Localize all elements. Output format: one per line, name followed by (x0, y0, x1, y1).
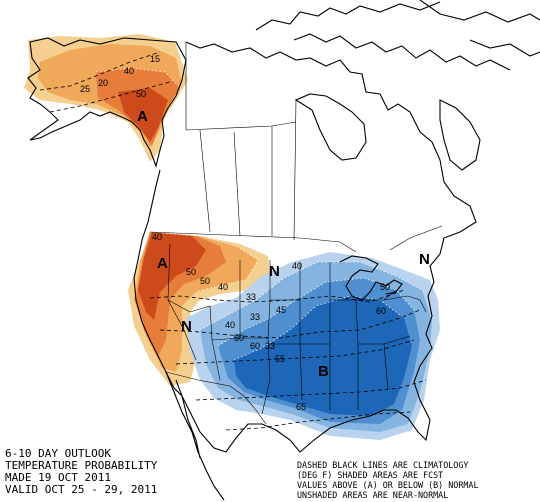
prob-label: 40 (225, 320, 235, 330)
mexico-coastline (165, 371, 225, 501)
climatology-line (149, 289, 405, 303)
prob-label: 33 (246, 292, 256, 302)
central-normal-label: N (269, 263, 280, 280)
legend-line-1: DASHED BLACK LINES ARE CLIMATOLOGY (297, 460, 468, 470)
prob-label: 50 (136, 89, 146, 99)
legend-line-2: (DEG F) SHADED AREAS ARE FCST (297, 470, 443, 480)
title-line-3: MADE 19 OCT 2011 (5, 471, 111, 484)
west-above-normal-area (128, 232, 270, 386)
prob-label: 60 (376, 306, 386, 316)
greenland-coastline (419, 0, 540, 57)
alaska-above-normal-area (24, 34, 188, 162)
contour-line (217, 277, 415, 347)
prob-label: 40 (292, 261, 302, 271)
clim-label: 20 (98, 78, 108, 88)
prob-label: 50 (200, 276, 210, 286)
east-below-60-shade (234, 296, 412, 416)
prob-label: 40 (218, 282, 228, 292)
north-america-coastline (133, 41, 477, 453)
climatology-line (39, 51, 161, 91)
prob-label: 50 (186, 267, 196, 277)
west-above-label: A (157, 255, 168, 272)
west-normal-label: N (181, 318, 192, 335)
climatology-line (175, 339, 415, 365)
clim-label: 45 (276, 305, 286, 315)
title-line-2: TEMPERATURE PROBABILITY (5, 459, 158, 472)
clim-label: 55 (275, 354, 285, 364)
hudson-bay-coastline (294, 93, 367, 161)
category-labels: A A N N N B (137, 108, 430, 380)
contour-line (95, 67, 181, 89)
prob-label: 50 (234, 333, 244, 343)
climatology-value-labels: 15 25 20 45 55 65 (80, 54, 306, 412)
prob-label: 50 (380, 282, 390, 292)
probability-value-labels: 40 50 40 50 50 40 33 33 40 50 60 33 40 5… (124, 66, 390, 351)
east-below-label: B (318, 363, 329, 380)
alaska-above-label: A (137, 108, 148, 125)
us-state-borders (167, 243, 427, 415)
prob-label: 40 (152, 232, 162, 242)
title-line-4: VALID OCT 25 - 29, 2011 (5, 483, 157, 496)
clim-label: 65 (296, 402, 306, 412)
political-borders (149, 42, 443, 425)
title-line-1: 6-10 DAY OUTLOOK (5, 447, 111, 460)
prob-label: 60 (250, 341, 260, 351)
prob-label: 33 (250, 312, 260, 322)
clim-label: 25 (80, 84, 90, 94)
legend-line-3: VALUES ABOVE (A) OR BELOW (B) NORMAL (297, 480, 479, 490)
prob-label: 40 (124, 66, 134, 76)
clim-label: 15 (150, 54, 160, 64)
west-above-60-shade (138, 232, 206, 320)
climatology-line (159, 309, 421, 339)
climatology-line (195, 379, 427, 401)
alaska-above-60-shade (118, 88, 168, 142)
legend-block: DASHED BLACK LINES ARE CLIMATOLOGY (DEG … (297, 460, 479, 500)
climatology-lines (39, 51, 427, 431)
us-mexico-border (165, 371, 267, 425)
legend-line-4: UNSHADED AREAS ARE NEAR-NORMAL (297, 490, 448, 500)
arctic-islands-coastline (255, 1, 511, 171)
great-lakes-coastline (339, 255, 403, 301)
climatology-line (225, 411, 411, 431)
alaska-coastline (27, 37, 187, 168)
title-block: 6-10 DAY OUTLOOK TEMPERATURE PROBABILITY… (5, 447, 158, 496)
us-canada-border (149, 225, 443, 253)
northeast-normal-label: N (419, 251, 430, 268)
coastlines (27, 0, 540, 501)
canadian-province-borders (185, 42, 297, 241)
prob-label: 33 (265, 341, 275, 351)
